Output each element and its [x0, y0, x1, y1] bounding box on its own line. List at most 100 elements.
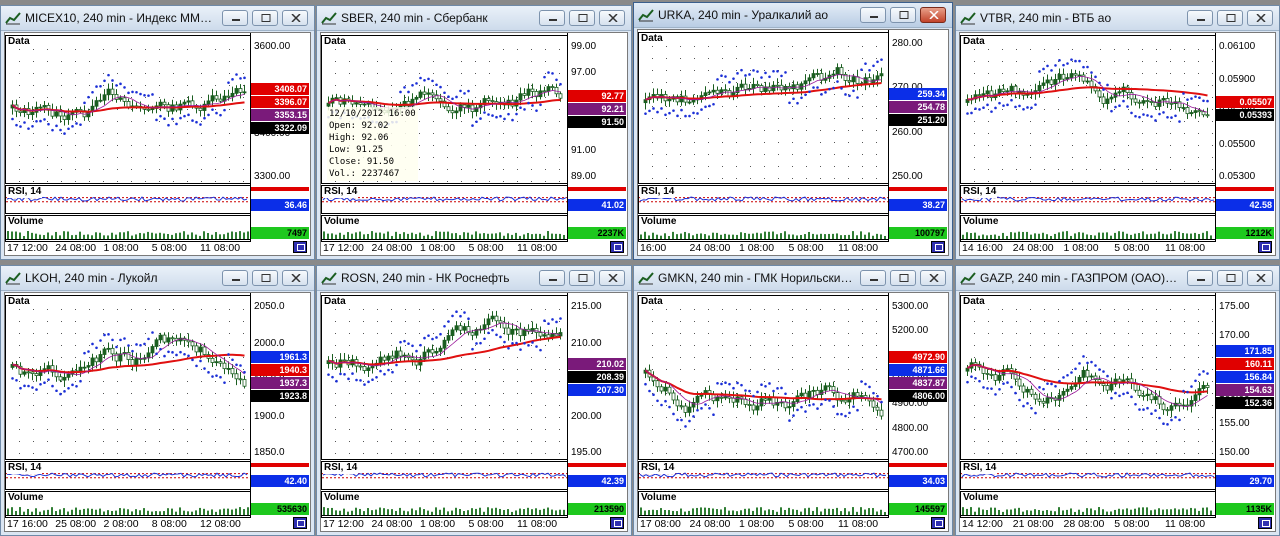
scroll-to-end-button[interactable] [610, 241, 624, 253]
chart-window-rosn[interactable]: ROSN, 240 min - НК Роснефть Data RSI, 14 V… [316, 265, 632, 536]
price-tag: 91.50 [568, 115, 626, 128]
close-button[interactable] [920, 7, 946, 23]
scroll-to-end-button[interactable] [931, 241, 945, 253]
price-tag: 208.39 [568, 370, 626, 383]
chart-canvas[interactable] [638, 30, 948, 255]
minimize-button[interactable] [1187, 270, 1213, 286]
tooltip-close: Close: 91.50 [329, 157, 395, 167]
minimize-button[interactable] [222, 270, 248, 286]
volume-bars [323, 231, 565, 239]
window-title: URKA, 240 min - Уралкалий ао [658, 8, 829, 22]
close-button[interactable] [920, 270, 946, 286]
title-bar[interactable]: LKOH, 240 min - Лукойл [1, 266, 314, 291]
rsi-value-tag: 41.02 [568, 199, 626, 211]
close-button[interactable] [1247, 10, 1273, 26]
close-icon [291, 14, 301, 22]
tooltip-low: Low: 91.25 [329, 145, 384, 155]
title-bar[interactable]: URKA, 240 min - Уралкалий ао [634, 3, 952, 28]
minimize-button[interactable] [860, 7, 886, 23]
price-tick-label: 2000.0 [254, 337, 285, 349]
minimize-button[interactable] [222, 10, 248, 26]
chart-window-urka[interactable]: URKA, 240 min - Уралкалий ао Data RSI, 14… [633, 2, 953, 260]
price-tick-label: 1900.0 [254, 410, 285, 422]
tooltip-date: 12/10/2012 16:00 [329, 109, 416, 119]
chart-canvas[interactable] [960, 293, 1275, 531]
chart-window-sber[interactable]: SBER, 240 min - Сбербанк Data RSI, 14 Volu… [316, 5, 632, 260]
close-button[interactable] [282, 270, 308, 286]
price-tag: 0.05507 [1216, 96, 1274, 108]
chart-icon [638, 9, 654, 22]
chart-panel-frame [638, 185, 889, 214]
time-tick-label: 24 08:00 [371, 518, 413, 530]
minimize-button[interactable] [860, 270, 886, 286]
time-tick-label: 24 08:00 [55, 242, 97, 254]
volume-value-tag: 1135K [1216, 503, 1274, 515]
chart-window-vtbr[interactable]: VTBR, 240 min - ВТБ ао Data RSI, 14 Volume… [955, 5, 1280, 260]
chart-area[interactable]: Data RSI, 14 Volume 280.00 270.00 260.00 250.0… [637, 29, 949, 256]
rsi-level-marker [1216, 463, 1274, 467]
scroll-to-end-button[interactable] [1258, 241, 1272, 253]
chart-window-gmkn[interactable]: GMKN, 240 min - ГМК Норильский ... Data R… [633, 265, 953, 536]
maximize-button[interactable] [569, 270, 595, 286]
scroll-to-end-button[interactable] [293, 241, 307, 253]
close-button[interactable] [599, 10, 625, 26]
title-bar[interactable]: VTBR, 240 min - ВТБ ао [956, 6, 1279, 31]
minimize-button[interactable] [539, 10, 565, 26]
title-bar[interactable]: SBER, 240 min - Сбербанк [317, 6, 631, 31]
scroll-to-end-button[interactable] [931, 517, 945, 529]
maximize-button[interactable] [1217, 270, 1243, 286]
price-tick-label: 4800.00 [892, 422, 929, 434]
volume-value-tag: 535630 [251, 503, 309, 515]
close-button[interactable] [599, 270, 625, 286]
chart-window-micex[interactable]: MICEX10, 240 min - Индекс ММВБ... Data RS… [0, 5, 315, 260]
scroll-to-end-button[interactable] [293, 517, 307, 529]
close-icon [608, 14, 618, 22]
window-title: ROSN, 240 min - НК Роснефть [341, 271, 510, 285]
maximize-button[interactable] [252, 270, 278, 286]
scroll-to-end-button[interactable] [610, 517, 624, 529]
chart-panel-frame [638, 461, 889, 490]
panel-label-data: Data [323, 296, 347, 308]
volume-bars [962, 507, 1212, 515]
chart-window-lkoh[interactable]: LKOH, 240 min - Лукойл Data RSI, 14 Volume… [0, 265, 315, 536]
title-bar[interactable]: MICEX10, 240 min - Индекс ММВБ... [1, 6, 314, 31]
title-bar[interactable]: GAZP, 240 min - ГАЗПРОМ (ОАО) ао [956, 266, 1279, 291]
time-tick-label: 5 08:00 [468, 518, 504, 530]
time-tick-label: 17 16:00 [7, 518, 48, 530]
chart-canvas[interactable] [5, 33, 310, 255]
chart-canvas[interactable] [5, 293, 310, 531]
grid [19, 309, 244, 454]
panel-label-rsi: RSI, 14 [7, 462, 43, 474]
chart-canvas[interactable] [960, 33, 1275, 255]
panel-label-volume: Volume [640, 492, 678, 504]
close-button[interactable] [282, 10, 308, 26]
scroll-to-end-button[interactable] [1258, 517, 1272, 529]
maximize-button[interactable] [569, 10, 595, 26]
window-title: SBER, 240 min - Сбербанк [341, 11, 488, 25]
minimize-icon [1197, 19, 1205, 21]
time-tick-label: 11 08:00 [517, 242, 558, 254]
maximize-button[interactable] [252, 10, 278, 26]
close-button[interactable] [1247, 270, 1273, 286]
minimize-button[interactable] [1187, 10, 1213, 26]
title-bar[interactable]: GMKN, 240 min - ГМК Норильский ... [634, 266, 952, 291]
panel-label-volume: Volume [323, 492, 361, 504]
chart-canvas[interactable] [321, 293, 627, 531]
maximize-button[interactable] [1217, 10, 1243, 26]
maximize-button[interactable] [890, 7, 916, 23]
chart-canvas[interactable] [638, 293, 948, 531]
title-bar[interactable]: ROSN, 240 min - НК Роснефть [317, 266, 631, 291]
time-tick-label: 11 08:00 [1165, 518, 1206, 530]
time-tick-label: 1 08:00 [1063, 242, 1099, 254]
price-tag: 3396.07 [251, 96, 309, 108]
minimize-button[interactable] [539, 270, 565, 286]
chart-window-gazp[interactable]: GAZP, 240 min - ГАЗПРОМ (ОАО) ао Data RSI… [955, 265, 1280, 536]
maximize-button[interactable] [890, 270, 916, 286]
